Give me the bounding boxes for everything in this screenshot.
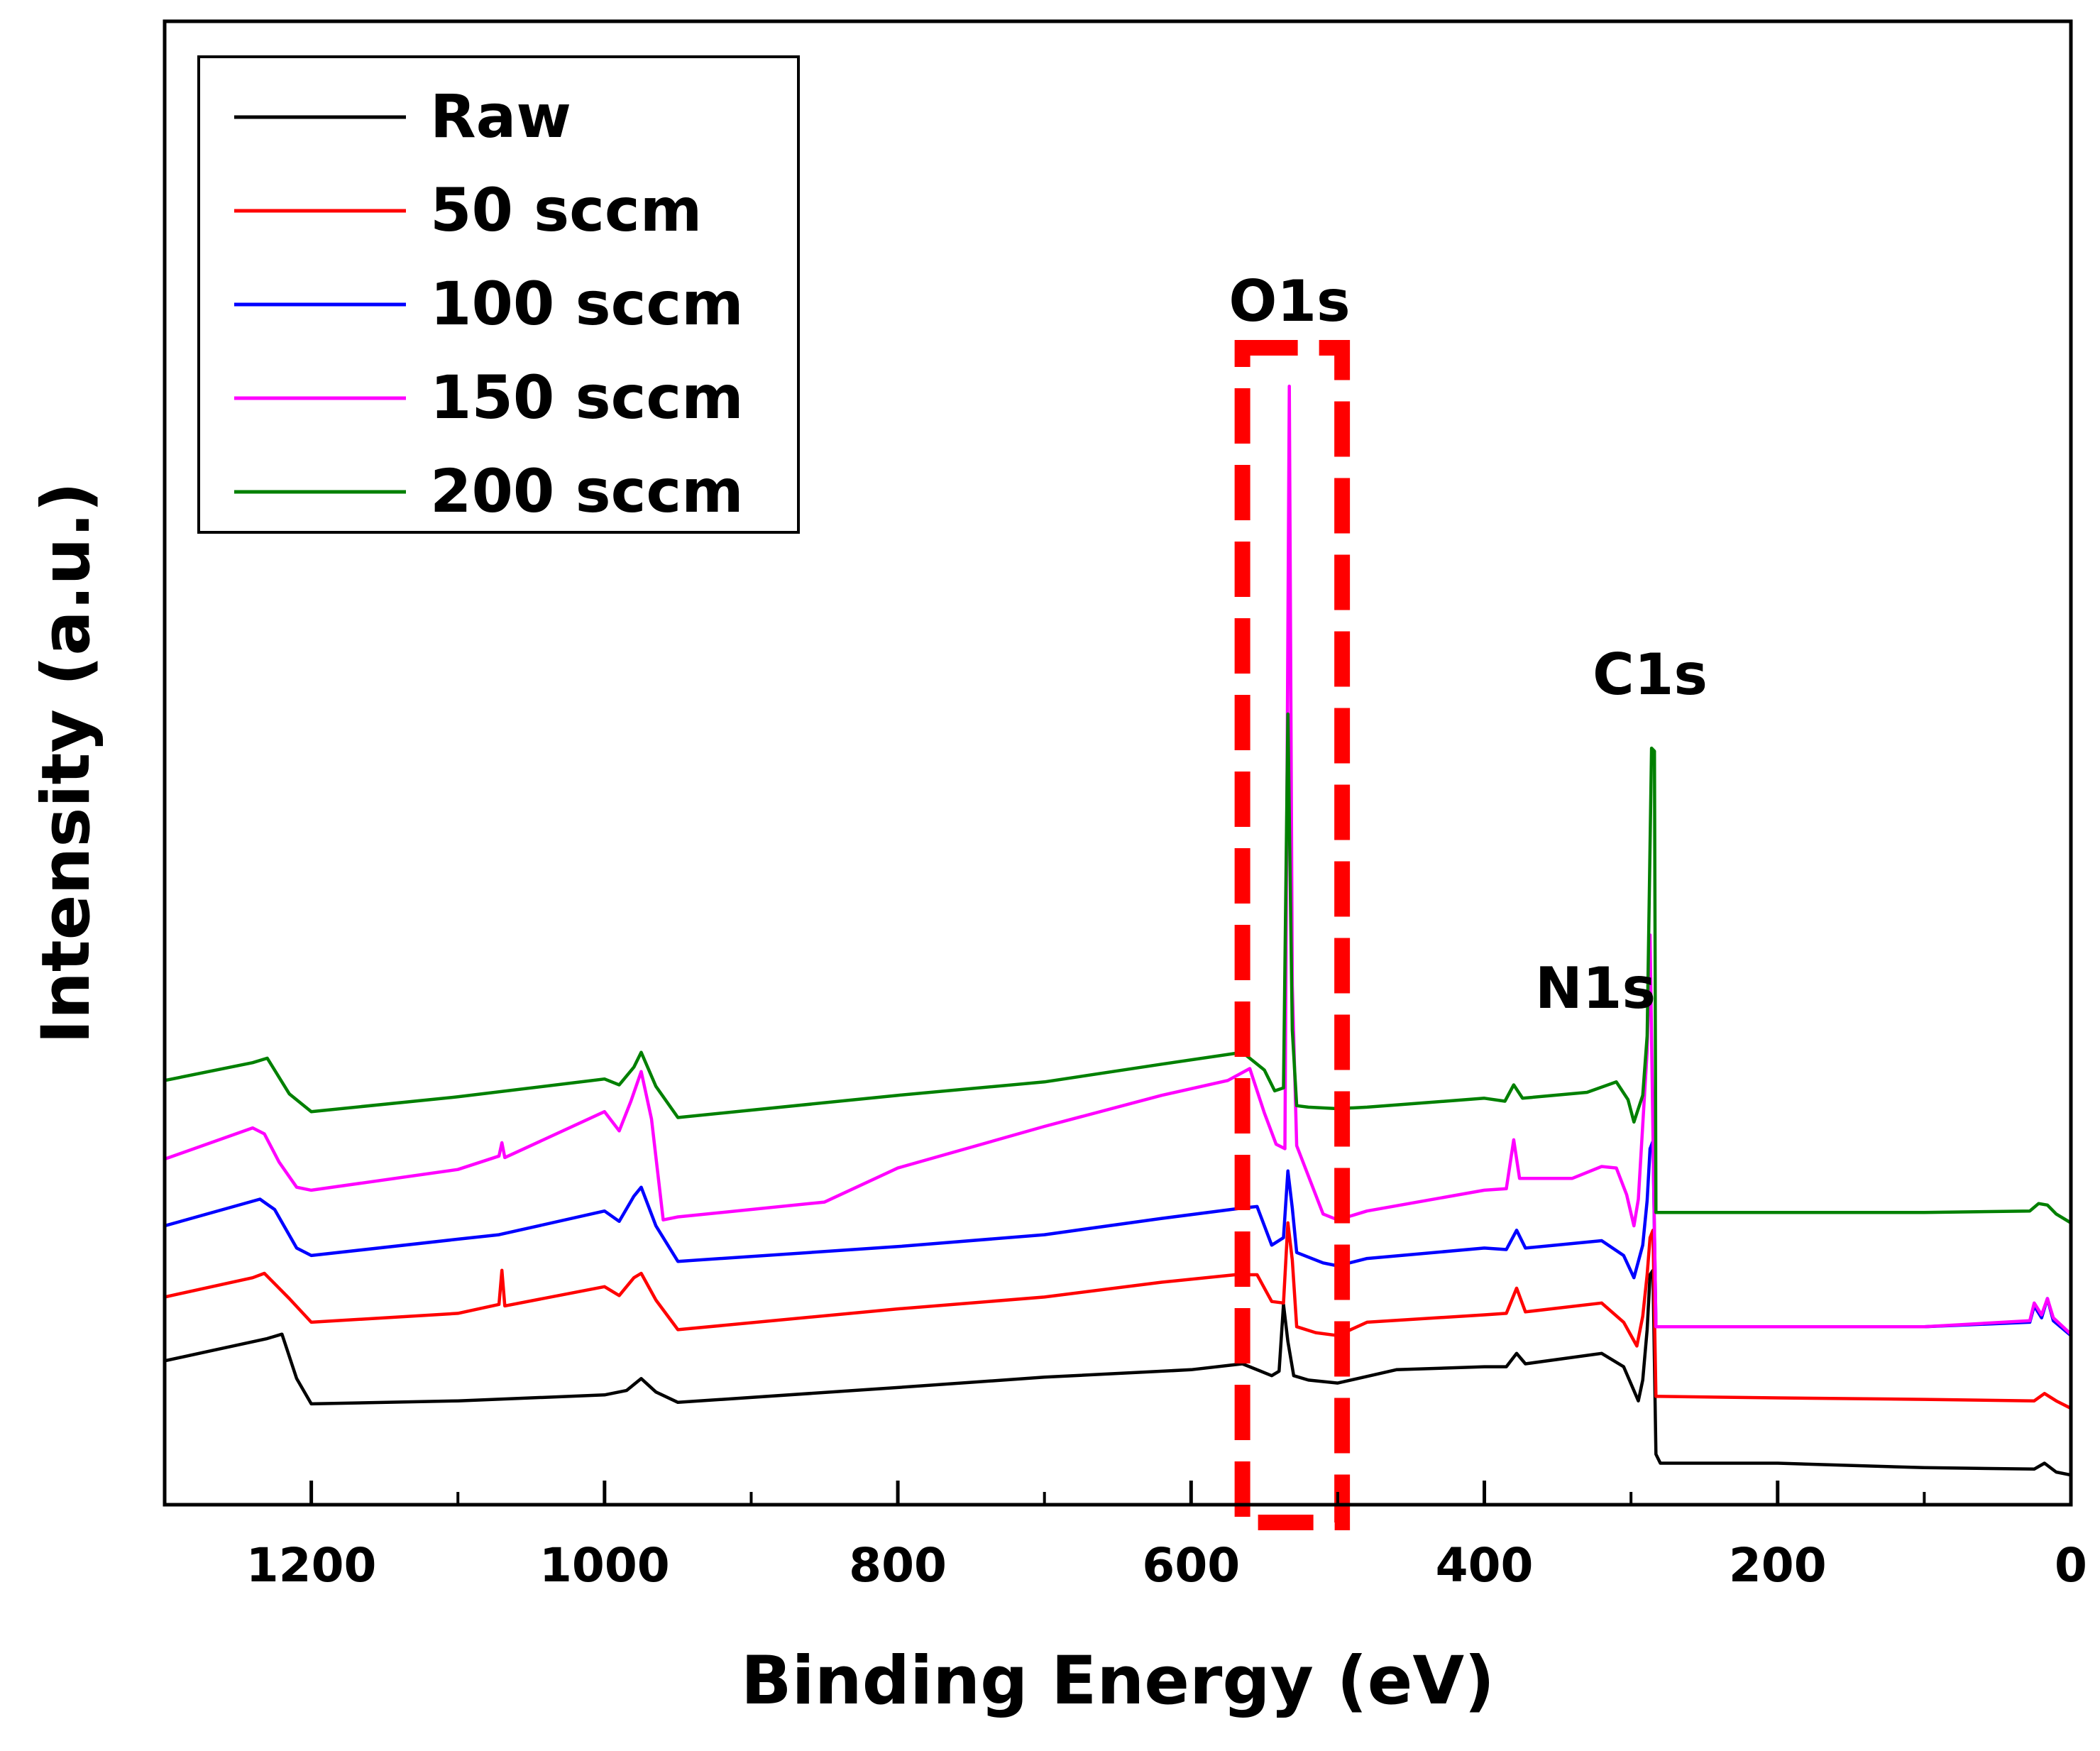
legend: Raw 50 sccm 100 sccm 150 sccm 200 sccm (197, 55, 800, 534)
x-tick-label: 1000 (539, 1538, 670, 1593)
x-tick-label: 0 (2055, 1538, 2087, 1593)
x-tick-label: 400 (1436, 1538, 1534, 1593)
x-axis-label: Binding Energy (eV) (741, 1642, 1495, 1720)
annotation-o1s: O1s (1228, 268, 1350, 334)
y-axis-label: Intensity (a.u.) (28, 482, 105, 1044)
series-line-50-sccm (165, 1221, 2071, 1410)
legend-label: 50 sccm (430, 175, 702, 245)
legend-label: 100 sccm (430, 269, 744, 339)
x-tick-label: 800 (849, 1538, 947, 1593)
legend-label: 150 sccm (430, 363, 744, 432)
annotation-n1s: N1s (1535, 955, 1656, 1021)
x-ticks-layer: 1200 1000 800 600 400 200 0 (246, 1481, 2087, 1593)
series-line-200-sccm (165, 712, 2071, 1224)
plot-frame (163, 19, 2073, 1507)
series-line-raw (165, 1268, 2071, 1477)
highlight-box-layer (1234, 340, 1351, 1530)
annotations-layer: O1s N1s C1s (1228, 268, 1708, 1021)
legend-box (197, 55, 800, 534)
curves-layer (165, 384, 2071, 1477)
x-tick-label: 200 (1729, 1538, 1827, 1593)
o1s-highlight-box (1234, 340, 1351, 1530)
legend-label: Raw (430, 82, 571, 151)
annotation-c1s: C1s (1593, 642, 1708, 708)
x-tick-label: 600 (1142, 1538, 1240, 1593)
x-tick-label: 1200 (246, 1538, 377, 1593)
legend-label: 200 sccm (430, 456, 744, 526)
